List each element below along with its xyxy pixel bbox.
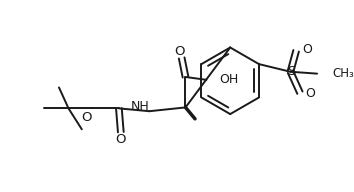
Text: O: O	[306, 87, 315, 100]
Text: O: O	[81, 111, 92, 124]
Text: OH: OH	[220, 73, 239, 86]
Text: NH: NH	[131, 100, 149, 113]
Text: O: O	[115, 133, 126, 146]
Text: S: S	[287, 65, 296, 78]
Text: O: O	[175, 45, 185, 58]
Text: O: O	[302, 43, 312, 56]
Text: CH₃: CH₃	[332, 67, 354, 80]
